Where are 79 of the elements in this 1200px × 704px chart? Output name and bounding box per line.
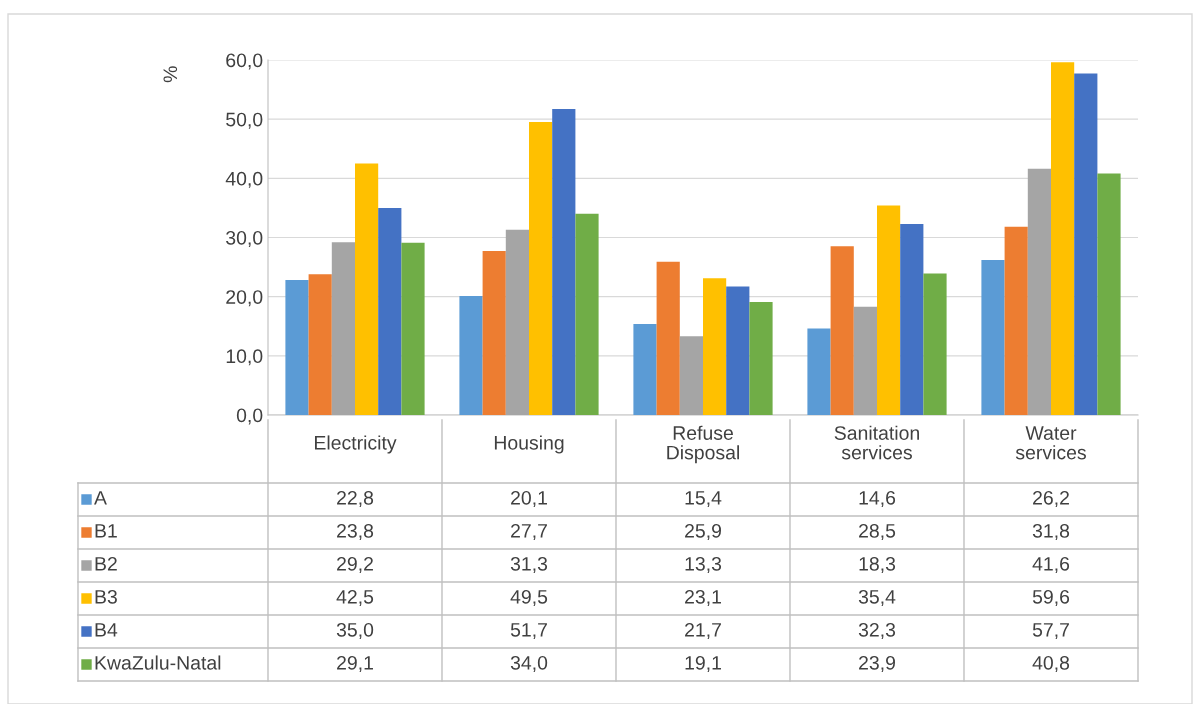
data-label: 19,1 [685, 655, 721, 673]
bar [1074, 73, 1098, 415]
x-tick-label: Housing [494, 435, 564, 454]
bar [923, 273, 947, 415]
bar [459, 296, 483, 415]
data-label: 23,1 [685, 589, 721, 607]
data-label: 13,3 [685, 556, 722, 574]
bar [285, 280, 309, 415]
bar [575, 213, 599, 415]
data-label: 35,0 [336, 622, 374, 640]
data-label: 35,4 [858, 589, 896, 607]
data-label: 26,2 [1033, 490, 1069, 508]
y-tick-label: 40,0 [225, 171, 263, 188]
bar [482, 251, 506, 415]
legend-label: B3 [95, 589, 117, 604]
bar [505, 229, 529, 415]
data-label: 42,5 [336, 589, 374, 607]
x-tick-label: Refuse Disposal [667, 425, 739, 464]
data-label: 31,8 [1032, 523, 1070, 541]
bar [308, 274, 332, 415]
bar [679, 336, 703, 415]
bar [1097, 173, 1121, 415]
bar [900, 223, 924, 415]
bar [853, 306, 877, 415]
data-label: 25,9 [685, 523, 721, 541]
data-label: 59,6 [1032, 589, 1070, 607]
bar [331, 242, 355, 415]
data-label: 23,9 [859, 655, 895, 673]
bar [830, 246, 854, 415]
data-label: 18,3 [859, 556, 896, 574]
bar [1004, 226, 1028, 415]
bar [981, 259, 1005, 415]
data-label: 15,4 [685, 491, 722, 508]
y-tick-label: 50,0 [226, 112, 263, 129]
bar [807, 328, 831, 415]
data-label: 57,7 [1032, 623, 1069, 640]
data-label: 23,8 [337, 523, 374, 541]
bar [656, 261, 680, 415]
data-label: 41,6 [1032, 556, 1070, 574]
bar [355, 163, 379, 415]
x-tick-label: Electricity [315, 435, 397, 454]
y-axis-title: % [163, 66, 178, 83]
legend-label: A [94, 491, 107, 505]
y-tick-label: 60,0 [226, 53, 263, 70]
legend-label: B2 [95, 556, 117, 571]
data-label: 21,7 [685, 622, 721, 640]
bar [529, 122, 553, 415]
data-label: 29,1 [337, 655, 373, 673]
y-tick-label: 30,0 [226, 230, 263, 248]
data-label: 51,7 [510, 623, 547, 640]
legend-label: B1 [95, 524, 117, 538]
bar [1027, 168, 1051, 415]
x-tick-label: Sanitation services [834, 425, 919, 460]
bar [703, 278, 727, 415]
bar [378, 207, 402, 415]
y-tick-label: 20,0 [226, 290, 263, 307]
bar [633, 323, 657, 415]
legend-label: KwaZulu-Natal [95, 655, 221, 670]
data-label: 49,5 [510, 589, 548, 607]
x-tick-label: Water services [1015, 426, 1086, 460]
legend-label: B4 [95, 623, 118, 637]
data-label: 29,2 [337, 556, 373, 574]
y-tick-label: 0,0 [236, 408, 263, 425]
data-label: 27,7 [511, 523, 547, 541]
data-label: 14,6 [859, 490, 896, 508]
bar [1051, 62, 1075, 415]
y-tick-label: 10,0 [226, 349, 263, 366]
bar [877, 205, 901, 415]
bar [552, 109, 576, 415]
bar [726, 286, 750, 415]
data-label: 28,5 [859, 523, 896, 541]
bar [401, 242, 425, 415]
data-label: 34,0 [510, 655, 548, 673]
data-label: 40,8 [1032, 655, 1070, 673]
data-label: 31,3 [510, 556, 548, 574]
data-label: 20,1 [511, 490, 547, 508]
data-label: 22,8 [337, 490, 374, 508]
data-label: 32,3 [858, 622, 896, 640]
bar [749, 301, 773, 415]
